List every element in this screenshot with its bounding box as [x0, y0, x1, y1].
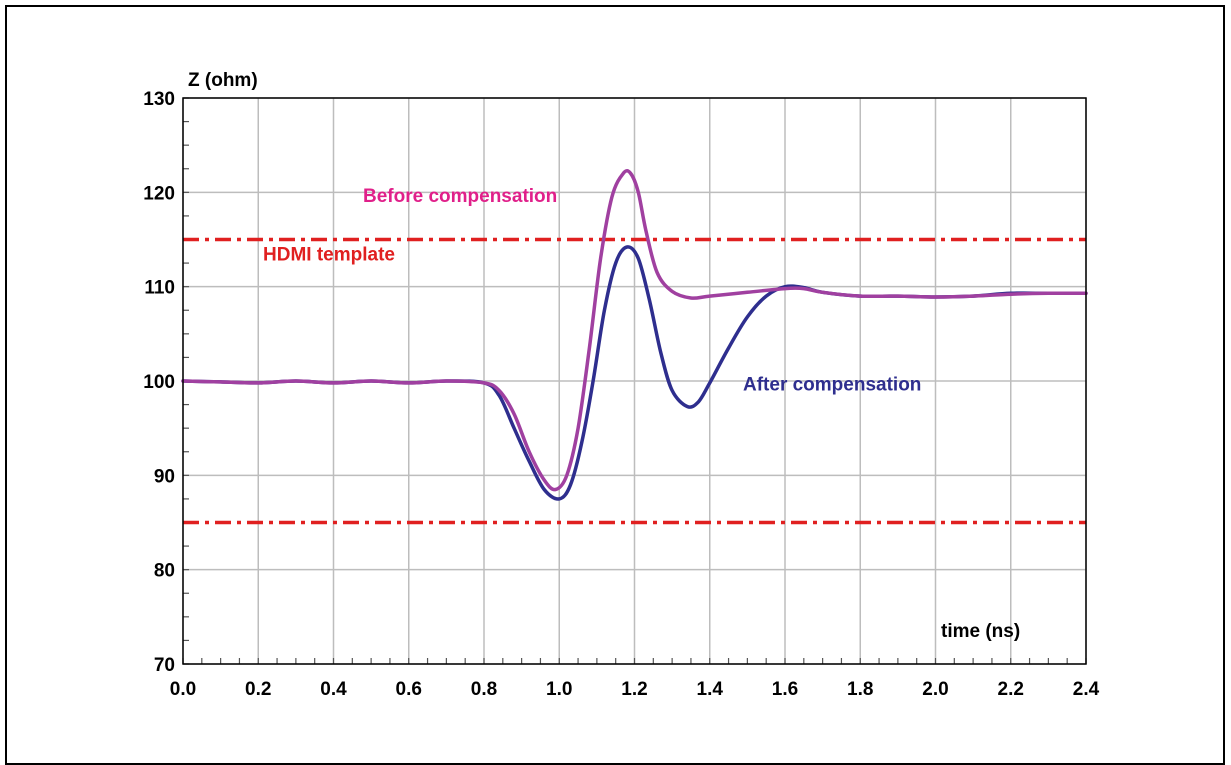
x-tick-label: 1.0: [546, 679, 572, 700]
y-tick-label: 100: [143, 372, 175, 393]
x-tick-label: 1.8: [847, 679, 873, 700]
y-tick-label: 110: [144, 278, 175, 299]
x-tick-label: 0.0: [170, 679, 196, 700]
x-tick-label: 1.4: [697, 679, 724, 700]
series-line-before-compensation: [181, 169, 1088, 492]
series-lines: [181, 169, 1088, 501]
x-tick-label: 1.6: [772, 679, 798, 700]
x-tick-label: 1.2: [621, 679, 647, 700]
y-tick-label: 80: [154, 561, 175, 582]
y-tick-label: 120: [143, 183, 175, 204]
tick-labels: 0.0 0.2 0.4 0.6 0.8 1.0 1.2 1.4 1.6 1.8 2.0 2.2 2.4 7…: [143, 89, 1099, 700]
annotation-hdmi-template: HDMI template: [263, 244, 395, 265]
reference-lines: [183, 237, 1086, 525]
x-tick-label: 2.0: [922, 679, 948, 700]
plot-border: [182, 97, 1087, 665]
x-tick-label: 2.2: [998, 679, 1024, 700]
y-tick-label: 90: [154, 466, 175, 487]
x-tick-label: 0.8: [471, 679, 497, 700]
x-tick-label: 2.4: [1073, 679, 1100, 700]
y-axis-title: Z (ohm): [188, 70, 258, 91]
x-tick-label: 0.2: [245, 679, 271, 700]
figure-frame: [5, 5, 1225, 765]
y-tick-label: 70: [154, 655, 175, 676]
y-tick-label: 130: [143, 89, 175, 110]
x-tick-label: 0.4: [320, 679, 347, 700]
annotation-before-compensation: Before compensation: [363, 186, 557, 207]
x-axis-title: time (ns): [941, 621, 1020, 642]
annotation-after-compensation: After compensation: [743, 374, 921, 395]
x-tick-label: 0.6: [396, 679, 422, 700]
